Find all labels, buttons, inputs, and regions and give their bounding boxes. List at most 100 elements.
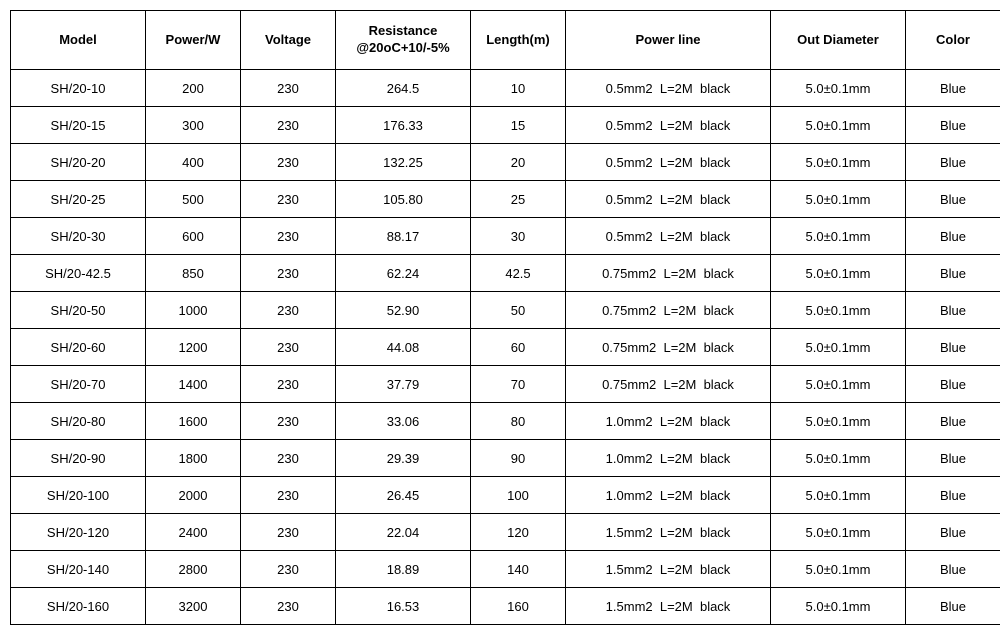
table-cell: Blue xyxy=(906,255,1000,292)
table-cell: 230 xyxy=(241,514,336,551)
table-cell: 5.0±0.1mm xyxy=(771,329,906,366)
column-header: Length(m) xyxy=(471,11,566,70)
table-cell: 5.0±0.1mm xyxy=(771,551,906,588)
column-header: Resistance@20oC+10/-5% xyxy=(336,11,471,70)
table-row: SH/20-60120023044.08600.75mm2 L=2M black… xyxy=(11,329,1000,366)
table-cell: 70 xyxy=(471,366,566,403)
table-cell: 5.0±0.1mm xyxy=(771,440,906,477)
table-row: SH/20-80160023033.06801.0mm2 L=2M black5… xyxy=(11,403,1000,440)
table-row: SH/20-10200230264.5100.5mm2 L=2M black5.… xyxy=(11,70,1000,107)
table-cell: 1.0mm2 L=2M black xyxy=(566,403,771,440)
table-cell: 5.0±0.1mm xyxy=(771,514,906,551)
table-cell: 15 xyxy=(471,107,566,144)
table-cell: 230 xyxy=(241,366,336,403)
table-row: SH/20-120240023022.041201.5mm2 L=2M blac… xyxy=(11,514,1000,551)
table-cell: Blue xyxy=(906,440,1000,477)
table-cell: 52.90 xyxy=(336,292,471,329)
table-cell: 0.75mm2 L=2M black xyxy=(566,255,771,292)
table-cell: 230 xyxy=(241,107,336,144)
table-cell: 2800 xyxy=(146,551,241,588)
table-row: SH/20-100200023026.451001.0mm2 L=2M blac… xyxy=(11,477,1000,514)
table-cell: 0.5mm2 L=2M black xyxy=(566,218,771,255)
table-cell: Blue xyxy=(906,292,1000,329)
table-cell: Blue xyxy=(906,144,1000,181)
table-row: SH/20-50100023052.90500.75mm2 L=2M black… xyxy=(11,292,1000,329)
table-cell: 0.75mm2 L=2M black xyxy=(566,366,771,403)
table-cell: 5.0±0.1mm xyxy=(771,107,906,144)
table-cell: 5.0±0.1mm xyxy=(771,366,906,403)
table-cell: 230 xyxy=(241,292,336,329)
table-cell: SH/20-15 xyxy=(11,107,146,144)
table-cell: Blue xyxy=(906,329,1000,366)
table-cell: 3200 xyxy=(146,588,241,625)
table-cell: SH/20-140 xyxy=(11,551,146,588)
table-cell: 62.24 xyxy=(336,255,471,292)
table-cell: 10 xyxy=(471,70,566,107)
table-cell: 230 xyxy=(241,329,336,366)
table-cell: 60 xyxy=(471,329,566,366)
column-header: Power line xyxy=(566,11,771,70)
table-row: SH/20-140280023018.891401.5mm2 L=2M blac… xyxy=(11,551,1000,588)
table-cell: 0.5mm2 L=2M black xyxy=(566,181,771,218)
table-cell: 230 xyxy=(241,181,336,218)
column-header: Color xyxy=(906,11,1000,70)
table-cell: 18.89 xyxy=(336,551,471,588)
table-cell: Blue xyxy=(906,181,1000,218)
table-cell: Blue xyxy=(906,477,1000,514)
table-cell: 850 xyxy=(146,255,241,292)
table-cell: 200 xyxy=(146,70,241,107)
table-cell: 230 xyxy=(241,218,336,255)
table-cell: 1.0mm2 L=2M black xyxy=(566,477,771,514)
table-cell: 5.0±0.1mm xyxy=(771,292,906,329)
table-body: SH/20-10200230264.5100.5mm2 L=2M black5.… xyxy=(11,70,1000,625)
header-row: ModelPower/WVoltageResistance@20oC+10/-5… xyxy=(11,11,1000,70)
table-cell: 1.5mm2 L=2M black xyxy=(566,514,771,551)
table-cell: SH/20-160 xyxy=(11,588,146,625)
table-row: SH/20-90180023029.39901.0mm2 L=2M black5… xyxy=(11,440,1000,477)
table-cell: 0.5mm2 L=2M black xyxy=(566,144,771,181)
table-cell: Blue xyxy=(906,514,1000,551)
column-header: Out Diameter xyxy=(771,11,906,70)
table-cell: Blue xyxy=(906,588,1000,625)
table-cell: Blue xyxy=(906,366,1000,403)
table-cell: 300 xyxy=(146,107,241,144)
table-row: SH/20-70140023037.79700.75mm2 L=2M black… xyxy=(11,366,1000,403)
table-cell: 5.0±0.1mm xyxy=(771,218,906,255)
table-cell: Blue xyxy=(906,403,1000,440)
table-cell: 600 xyxy=(146,218,241,255)
table-cell: 0.5mm2 L=2M black xyxy=(566,70,771,107)
table-cell: 230 xyxy=(241,551,336,588)
table-cell: SH/20-70 xyxy=(11,366,146,403)
table-cell: Blue xyxy=(906,107,1000,144)
table-cell: 100 xyxy=(471,477,566,514)
table-cell: 80 xyxy=(471,403,566,440)
table-cell: 33.06 xyxy=(336,403,471,440)
table-cell: 0.75mm2 L=2M black xyxy=(566,329,771,366)
table-cell: 230 xyxy=(241,144,336,181)
table-cell: 5.0±0.1mm xyxy=(771,70,906,107)
table-cell: Blue xyxy=(906,70,1000,107)
table-cell: 230 xyxy=(241,70,336,107)
table-cell: SH/20-30 xyxy=(11,218,146,255)
table-cell: 230 xyxy=(241,403,336,440)
table-cell: Blue xyxy=(906,551,1000,588)
table-cell: 230 xyxy=(241,440,336,477)
table-cell: 2400 xyxy=(146,514,241,551)
table-cell: 500 xyxy=(146,181,241,218)
table-cell: 29.39 xyxy=(336,440,471,477)
table-row: SH/20-3060023088.17300.5mm2 L=2M black5.… xyxy=(11,218,1000,255)
table-cell: 30 xyxy=(471,218,566,255)
table-cell: SH/20-10 xyxy=(11,70,146,107)
table-row: SH/20-160320023016.531601.5mm2 L=2M blac… xyxy=(11,588,1000,625)
table-cell: 0.75mm2 L=2M black xyxy=(566,292,771,329)
table-cell: SH/20-60 xyxy=(11,329,146,366)
table-cell: 26.45 xyxy=(336,477,471,514)
table-cell: 5.0±0.1mm xyxy=(771,255,906,292)
table-cell: SH/20-42.5 xyxy=(11,255,146,292)
table-cell: 176.33 xyxy=(336,107,471,144)
table-cell: 25 xyxy=(471,181,566,218)
table-cell: 50 xyxy=(471,292,566,329)
column-header: Model xyxy=(11,11,146,70)
table-cell: 44.08 xyxy=(336,329,471,366)
table-cell: 230 xyxy=(241,255,336,292)
